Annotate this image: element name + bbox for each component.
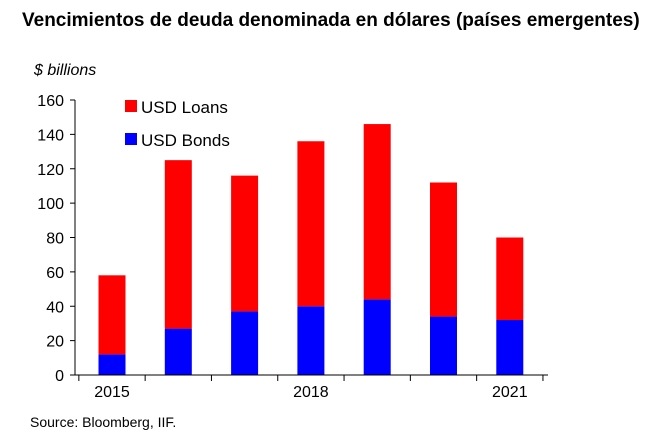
- bar-usd-bonds-2019: [363, 299, 391, 375]
- bar-usd-loans-2018: [297, 141, 325, 307]
- bar-usd-loans-2015: [98, 275, 126, 355]
- x-tick-label-2021: 2021: [492, 384, 528, 401]
- y-axis-unit-label: $ billions: [34, 62, 97, 79]
- legend-swatch-usd-bonds: [125, 133, 137, 145]
- legend-label-usd-bonds: USD Bonds: [141, 131, 230, 150]
- bar-usd-loans-2020: [430, 182, 457, 317]
- bar-usd-loans-2016: [164, 160, 192, 329]
- y-tick-label-20: 20: [46, 334, 64, 351]
- source-note: Source: Bloomberg, IIF.: [30, 414, 177, 430]
- y-tick-label-60: 60: [46, 265, 64, 282]
- legend-swatch-usd-loans: [125, 100, 137, 112]
- y-tick-label-0: 0: [55, 368, 64, 385]
- y-tick-label-140: 140: [37, 127, 64, 144]
- y-tick-label-40: 40: [46, 299, 64, 316]
- bar-usd-bonds-2015: [98, 354, 126, 375]
- bar-usd-bonds-2016: [164, 328, 192, 375]
- y-tick-label-160: 160: [37, 93, 64, 110]
- legend-label-usd-loans: USD Loans: [141, 98, 228, 117]
- bar-usd-loans-2021: [496, 237, 524, 320]
- y-tick-label-120: 120: [37, 162, 64, 179]
- x-tick-label-2015: 2015: [94, 384, 130, 401]
- y-tick-label-80: 80: [46, 231, 64, 248]
- bar-usd-bonds-2020: [430, 316, 457, 375]
- y-tick-label-100: 100: [37, 196, 64, 213]
- x-tick-label-2018: 2018: [293, 384, 329, 401]
- bar-usd-bonds-2021: [496, 320, 524, 375]
- bar-usd-loans-2019: [363, 124, 391, 300]
- chart-title: Vencimientos de deuda denominada en dóla…: [22, 10, 640, 31]
- bar-usd-bonds-2018: [297, 306, 325, 375]
- bar-usd-loans-2017: [231, 175, 259, 312]
- bar-usd-bonds-2017: [231, 311, 259, 375]
